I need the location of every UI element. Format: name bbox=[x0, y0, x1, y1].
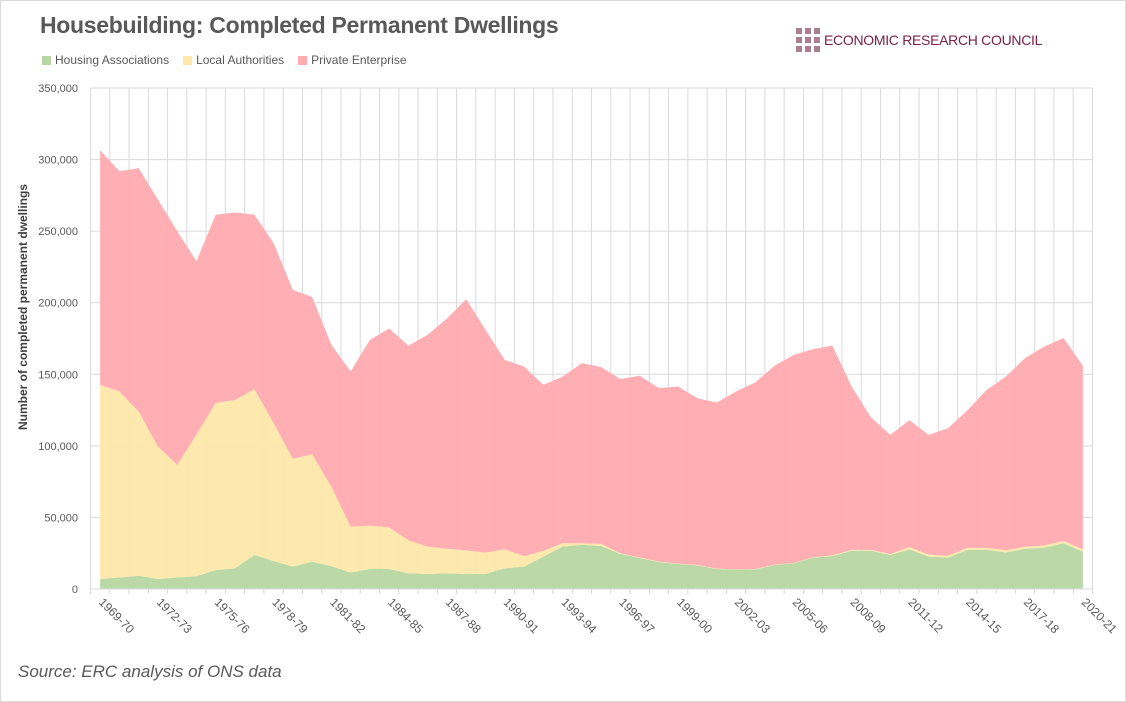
chart-title: Housebuilding: Completed Permanent Dwell… bbox=[40, 12, 559, 38]
x-tick-label: 1984-85 bbox=[385, 595, 426, 636]
logo-squares-icon bbox=[796, 28, 820, 52]
y-tick-label: 100,000 bbox=[38, 441, 78, 453]
legend-label: Local Authorities bbox=[196, 53, 285, 67]
legend-label: Private Enterprise bbox=[311, 53, 407, 67]
area-private-enterprise bbox=[100, 150, 1083, 570]
y-tick-label: 150,000 bbox=[38, 369, 78, 381]
logo-text: ECONOMIC RESEARCH COUNCIL bbox=[824, 32, 1043, 48]
y-tick-label: 250,000 bbox=[38, 226, 78, 238]
x-tick-label: 2005-06 bbox=[790, 595, 831, 636]
area-housing-associations bbox=[100, 543, 1083, 589]
x-tick-label: 1972-73 bbox=[154, 595, 195, 636]
legend-swatch bbox=[298, 55, 308, 65]
source-note: Source: ERC analysis of ONS data bbox=[18, 662, 282, 681]
x-tick-label: 1978-79 bbox=[269, 595, 310, 636]
x-tick-label: 2008-09 bbox=[848, 595, 889, 636]
x-tick-label: 1996-97 bbox=[616, 595, 657, 636]
x-tick-label: 2002-03 bbox=[732, 595, 773, 636]
y-tick-label: 300,000 bbox=[38, 155, 78, 167]
legend-item-private-enterprise: Private Enterprise bbox=[298, 53, 407, 67]
area-local-authorities bbox=[100, 384, 1083, 579]
x-tick-label: 1999-00 bbox=[674, 595, 715, 636]
erc-logo: ECONOMIC RESEARCH COUNCIL bbox=[796, 28, 1042, 52]
x-tick-label: 1969-70 bbox=[96, 595, 137, 636]
legend-item-housing-associations: Housing Associations bbox=[42, 53, 169, 67]
y-tick-label: 200,000 bbox=[38, 298, 78, 310]
x-tick-label: 2017-18 bbox=[1021, 595, 1062, 636]
x-tick-label: 1975-76 bbox=[212, 595, 253, 636]
legend-label: Housing Associations bbox=[55, 53, 170, 67]
x-tick-label: 1990-91 bbox=[501, 595, 542, 636]
x-tick-label: 1981-82 bbox=[327, 595, 368, 636]
x-tick-label: 2011-12 bbox=[905, 595, 946, 636]
x-tick-label: 1987-88 bbox=[443, 595, 484, 636]
y-tick-label: 50,000 bbox=[44, 512, 78, 524]
legend: Housing Associations Local Authorities P… bbox=[42, 53, 407, 67]
x-tick-label: 2020-21 bbox=[1079, 595, 1120, 636]
y-tick-label: 350,000 bbox=[38, 83, 78, 95]
x-tick-label: 2014-15 bbox=[963, 595, 1004, 636]
y-axis-label: Number of completed permanent dwellings bbox=[16, 183, 30, 431]
legend-swatch bbox=[183, 55, 193, 65]
legend-swatch bbox=[42, 55, 51, 65]
x-tick-label: 1993-94 bbox=[558, 595, 599, 636]
y-tick-label: 0 bbox=[72, 584, 78, 596]
legend-item-local-authorities: Local Authorities bbox=[183, 53, 284, 67]
